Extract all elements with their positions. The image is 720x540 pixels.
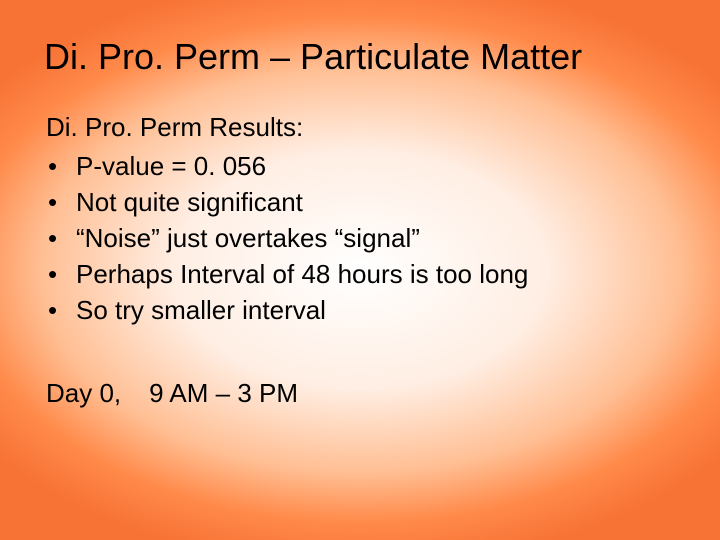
list-item: • Not quite significant <box>46 185 676 221</box>
slide-title: Di. Pro. Perm – Particulate Matter <box>44 36 676 78</box>
bullet-text: P-value = 0. 056 <box>76 151 266 181</box>
footer-day: Day 0, <box>46 378 121 408</box>
list-item: • Perhaps Interval of 48 hours is too lo… <box>46 257 676 293</box>
list-item: • “Noise” just overtakes “signal” <box>46 221 676 257</box>
bullet-text: Perhaps Interval of 48 hours is too long <box>76 259 528 289</box>
bullet-icon: • <box>48 293 57 329</box>
slide: Di. Pro. Perm – Particulate Matter Di. P… <box>0 0 720 540</box>
list-item: • So try smaller interval <box>46 293 676 329</box>
results-heading: Di. Pro. Perm Results: <box>46 112 676 143</box>
list-item: • P-value = 0. 056 <box>46 149 676 185</box>
bullet-text: “Noise” just overtakes “signal” <box>76 223 420 253</box>
bullet-icon: • <box>48 149 57 185</box>
bullet-text: Not quite significant <box>76 187 303 217</box>
footer-time: 9 AM – 3 PM <box>149 378 298 408</box>
bullet-icon: • <box>48 257 57 293</box>
bullet-icon: • <box>48 221 57 257</box>
footer-line: Day 0, 9 AM – 3 PM <box>46 378 676 409</box>
bullet-list: • P-value = 0. 056 • Not quite significa… <box>46 149 676 328</box>
bullet-icon: • <box>48 185 57 221</box>
bullet-text: So try smaller interval <box>76 295 326 325</box>
